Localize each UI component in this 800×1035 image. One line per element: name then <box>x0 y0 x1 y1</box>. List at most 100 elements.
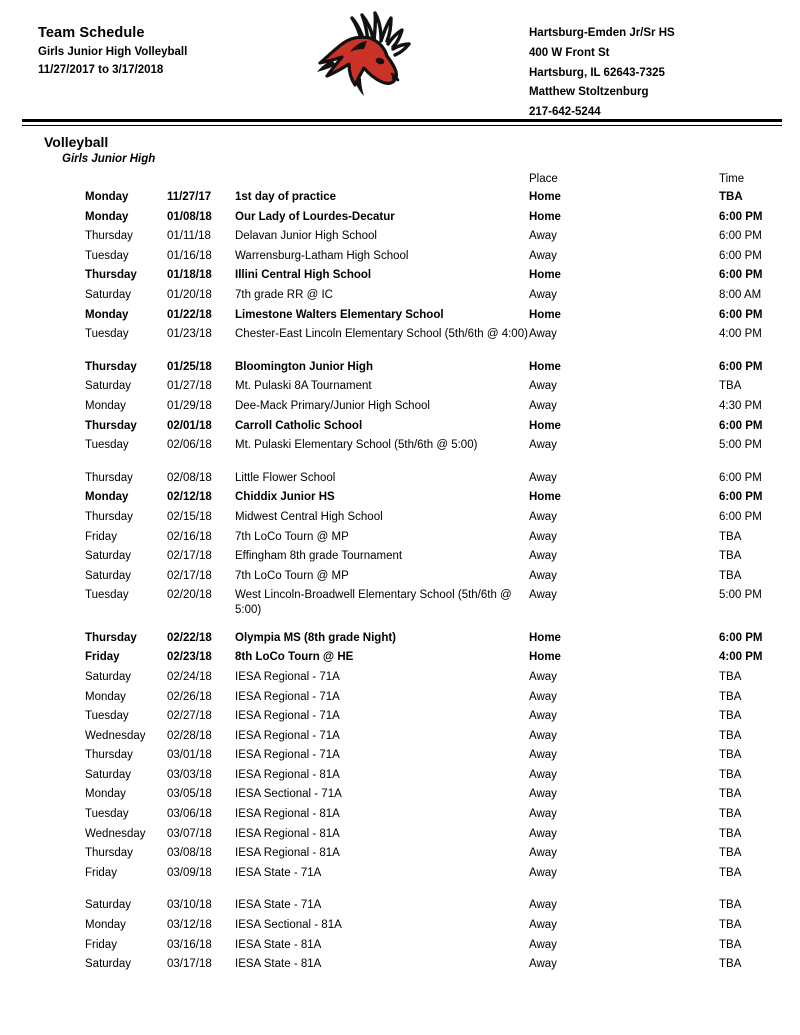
cell-time: TBA <box>719 729 742 742</box>
table-row: Monday 02/12/18 Chiddix Junior HS Home 6:00 … <box>0 490 800 510</box>
cell-opponent: Midwest Central High School <box>235 510 383 523</box>
table-row: Thursday 01/18/18 Illini Central High Scho… <box>0 268 800 288</box>
cell-opponent: 7th LoCo Tourn @ MP <box>235 569 349 582</box>
row-indent-cell <box>0 957 85 977</box>
row-indent-cell <box>0 807 85 827</box>
table-row: Thursday 01/25/18 Bloomington Junior High H… <box>0 360 800 380</box>
cell-time: 5:00 PM <box>719 589 762 602</box>
cell-date: 03/09/18 <box>167 866 212 879</box>
schedule-table: Place Time Monday 11/27/17 1st day of prac… <box>0 172 800 977</box>
cell-place: Home <box>529 491 561 504</box>
row-indent-cell <box>0 650 85 670</box>
cell-date: 02/24/18 <box>167 670 212 683</box>
cell-date: 02/23/18 <box>167 651 212 664</box>
school-contact: Matthew Stoltzenburg <box>529 86 649 99</box>
cell-place: Home <box>529 308 561 321</box>
table-row: Friday 03/16/18 IESA State - 81A Away TBA <box>0 938 800 958</box>
row-indent-cell <box>0 530 85 550</box>
row-indent-cell <box>0 846 85 866</box>
table-row: Saturday 03/17/18 IESA State - 81A Away TBA <box>0 957 800 977</box>
cell-day: Monday <box>85 210 129 223</box>
cell-place: Away <box>529 938 557 951</box>
col-header-time: Time <box>719 173 745 185</box>
schedule-section: Volleyball Girls Junior High Place Time … <box>0 134 800 977</box>
cell-time: TBA <box>719 827 742 840</box>
row-indent-cell <box>0 379 85 399</box>
cell-place: Away <box>529 510 557 523</box>
cell-place: Home <box>529 191 561 203</box>
cell-time: TBA <box>719 938 742 951</box>
cell-day: Saturday <box>85 380 132 393</box>
row-spacer <box>0 347 800 360</box>
header-divider-thick <box>22 119 782 122</box>
cell-time: 5:00 PM <box>719 439 762 452</box>
cell-opponent: Effingham 8th grade Tournament <box>235 550 403 563</box>
cell-day: Monday <box>85 788 126 801</box>
table-row: Thursday 02/08/18 Little Flower School Away… <box>0 471 800 491</box>
cell-opponent: IESA Regional - 81A <box>235 847 340 860</box>
school-info-block: Hartsburg-Emden Jr/Sr HS 400 W Front St … <box>529 24 675 123</box>
row-indent-cell <box>0 866 85 886</box>
table-row: Thursday 01/11/18 Delavan Junior High Scho… <box>0 229 800 249</box>
sport-level-heading: Girls Junior High <box>62 153 156 165</box>
table-row: Monday 03/05/18 IESA Sectional - 71A Away TB… <box>0 787 800 807</box>
cell-opponent: Delavan Junior High School <box>235 230 377 243</box>
table-row: Monday 11/27/17 1st day of practice Home TBA <box>0 190 800 210</box>
row-spacer-cell <box>0 885 800 898</box>
cell-time: TBA <box>719 380 742 393</box>
row-spacer-cell <box>0 347 800 360</box>
cell-date: 03/17/18 <box>167 958 212 971</box>
school-phone: 217-642-5244 <box>529 106 601 119</box>
row-indent-cell <box>0 399 85 419</box>
table-row: Tuesday 01/16/18 Warrensburg-Latham High S… <box>0 249 800 269</box>
cell-day: Thursday <box>85 230 133 243</box>
cell-opponent: Mt. Pulaski Elementary School (5th/6th @… <box>235 439 478 452</box>
cell-time: 6:00 PM <box>719 471 762 484</box>
cell-date: 03/16/18 <box>167 938 212 951</box>
cell-place: Away <box>529 328 557 341</box>
cell-time: TBA <box>719 710 742 723</box>
cell-opponent: Carroll Catholic School <box>235 419 363 432</box>
cell-date: 02/06/18 <box>167 439 212 452</box>
header-left-block: Team Schedule Girls Junior High Volleyba… <box>38 22 187 80</box>
cell-place: Away <box>529 230 557 243</box>
cell-date: 01/16/18 <box>167 249 212 262</box>
cell-day: Monday <box>85 399 126 412</box>
row-indent-cell <box>0 768 85 788</box>
cell-date: 02/12/18 <box>167 491 212 504</box>
cell-opponent: Warrensburg-Latham High School <box>235 249 409 262</box>
cell-place: Away <box>529 589 557 602</box>
cell-opponent: IESA State - 71A <box>235 866 322 879</box>
cell-date: 03/08/18 <box>167 847 212 860</box>
school-street: 400 W Front St <box>529 46 610 59</box>
cell-place: Away <box>529 827 557 840</box>
cell-day: Saturday <box>85 550 132 563</box>
cell-opponent: 7th LoCo Tourn @ MP <box>235 530 349 543</box>
cell-opponent: IESA Regional - 71A <box>235 710 340 723</box>
table-row: Wednesday 02/28/18 IESA Regional - 71A Away… <box>0 729 800 749</box>
cell-day: Wednesday <box>85 729 146 742</box>
row-indent-cell <box>0 510 85 530</box>
cell-day: Saturday <box>85 958 132 971</box>
cell-time: 6:00 PM <box>719 360 763 373</box>
row-indent-cell <box>0 308 85 328</box>
cell-opponent: IESA Sectional - 71A <box>235 788 342 801</box>
table-row: Thursday 02/22/18 Olympia MS (8th grade Ni… <box>0 631 800 651</box>
cell-date: 02/27/18 <box>167 710 212 723</box>
cell-date: 03/12/18 <box>167 919 212 932</box>
schedule-table-body: Monday 11/27/17 1st day of practice Home TBA… <box>0 190 800 977</box>
cell-place: Away <box>529 690 557 703</box>
cell-place: Away <box>529 569 557 582</box>
row-indent-cell <box>0 748 85 768</box>
cell-place: Home <box>529 419 561 432</box>
cell-date: 01/25/18 <box>167 360 212 373</box>
cell-time: 8:00 AM <box>719 288 762 301</box>
cell-date: 02/17/18 <box>167 550 212 563</box>
cell-opponent: Dee-Mack Primary/Junior High School <box>235 399 430 412</box>
row-indent-cell <box>0 569 85 589</box>
cell-day: Tuesday <box>85 808 129 821</box>
cell-time: 6:00 PM <box>719 210 763 223</box>
table-row: Tuesday 01/23/18 Chester-East Lincoln Elem… <box>0 327 800 347</box>
cell-place: Away <box>529 471 557 484</box>
table-row: Saturday 03/10/18 IESA State - 71A Away TBA <box>0 898 800 918</box>
